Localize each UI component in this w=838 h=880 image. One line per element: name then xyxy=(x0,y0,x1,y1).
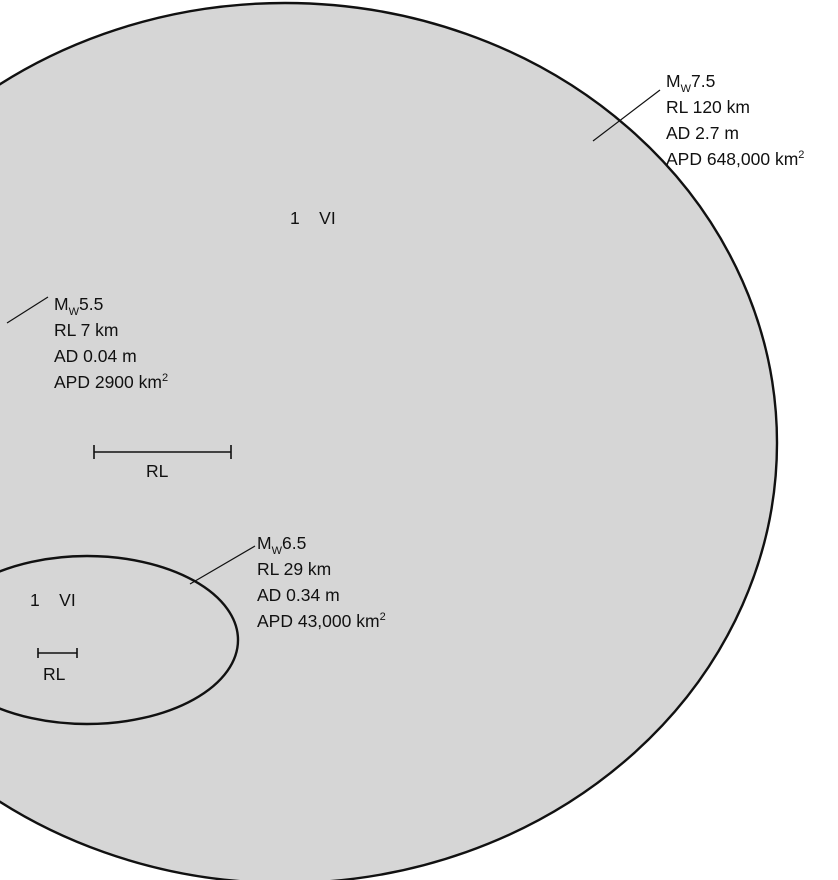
mw55-rupture-length: RL 7 km xyxy=(54,320,119,340)
mw75-rl-scale-bar xyxy=(93,445,232,459)
mw75-magnitude-label: MW7.5 xyxy=(666,71,715,95)
mw65-apd-label: APD 43,000 km2 xyxy=(257,611,386,631)
mw65-rl-scale-label: RL xyxy=(43,664,66,684)
mw65-average-displacement: AD 0.34 m xyxy=(257,585,340,605)
mw75-leader-line xyxy=(592,89,661,142)
mw75-rupture-length: RL 120 km xyxy=(666,97,750,117)
mw75-area-ellipse-outline xyxy=(0,1,779,880)
mw75-average-displacement: AD 2.7 m xyxy=(666,123,739,143)
mw75-intensity-label: 1 VI xyxy=(290,208,336,228)
mw65-area-ellipse-outline xyxy=(0,554,240,726)
mw75-apd-label: APD 648,000 km2 xyxy=(666,149,804,169)
mw55-average-displacement: AD 0.04 m xyxy=(54,346,137,366)
mw65-rl-scale-bar xyxy=(37,648,78,658)
mw75-area-ellipse xyxy=(0,3,777,880)
mw65-rupture-length: RL 29 km xyxy=(257,559,331,579)
mw65-intensity-label: 1 VI xyxy=(30,590,76,610)
mw55-magnitude-label: MW5.5 xyxy=(54,294,103,318)
mw55-leader-line xyxy=(6,296,49,324)
mw65-magnitude-label: MW6.5 xyxy=(257,533,306,557)
mw75-rl-scale-label: RL xyxy=(146,461,169,481)
mw65-leader-line xyxy=(189,545,256,585)
mw65-area-ellipse-fill xyxy=(0,556,238,724)
mw55-apd-label: APD 2900 km2 xyxy=(54,372,168,392)
